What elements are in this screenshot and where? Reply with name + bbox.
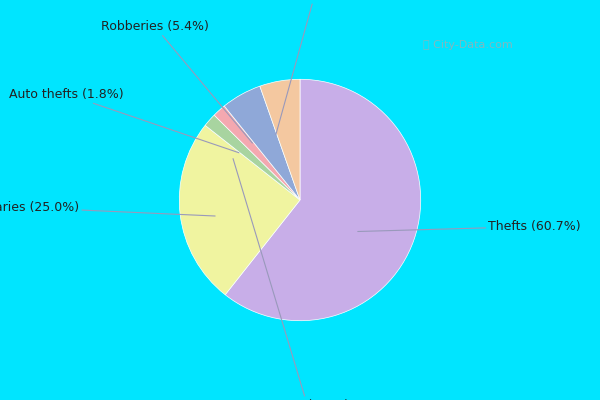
Text: Auto thefts (1.8%): Auto thefts (1.8%)	[9, 88, 239, 153]
Text: ⓘ City-Data.com: ⓘ City-Data.com	[423, 40, 513, 50]
Text: Assaults (5.4%): Assaults (5.4%)	[266, 0, 364, 135]
Text: Robberies (5.4%): Robberies (5.4%)	[101, 20, 253, 143]
Wedge shape	[225, 79, 421, 321]
Wedge shape	[179, 125, 300, 295]
Text: Thefts (60.7%): Thefts (60.7%)	[358, 220, 581, 233]
Wedge shape	[260, 79, 300, 200]
Text: Rapes (1.8%): Rapes (1.8%)	[233, 159, 349, 400]
Wedge shape	[224, 86, 300, 200]
Text: Burglaries (25.0%): Burglaries (25.0%)	[0, 201, 215, 216]
Wedge shape	[205, 115, 300, 200]
Wedge shape	[214, 106, 300, 200]
